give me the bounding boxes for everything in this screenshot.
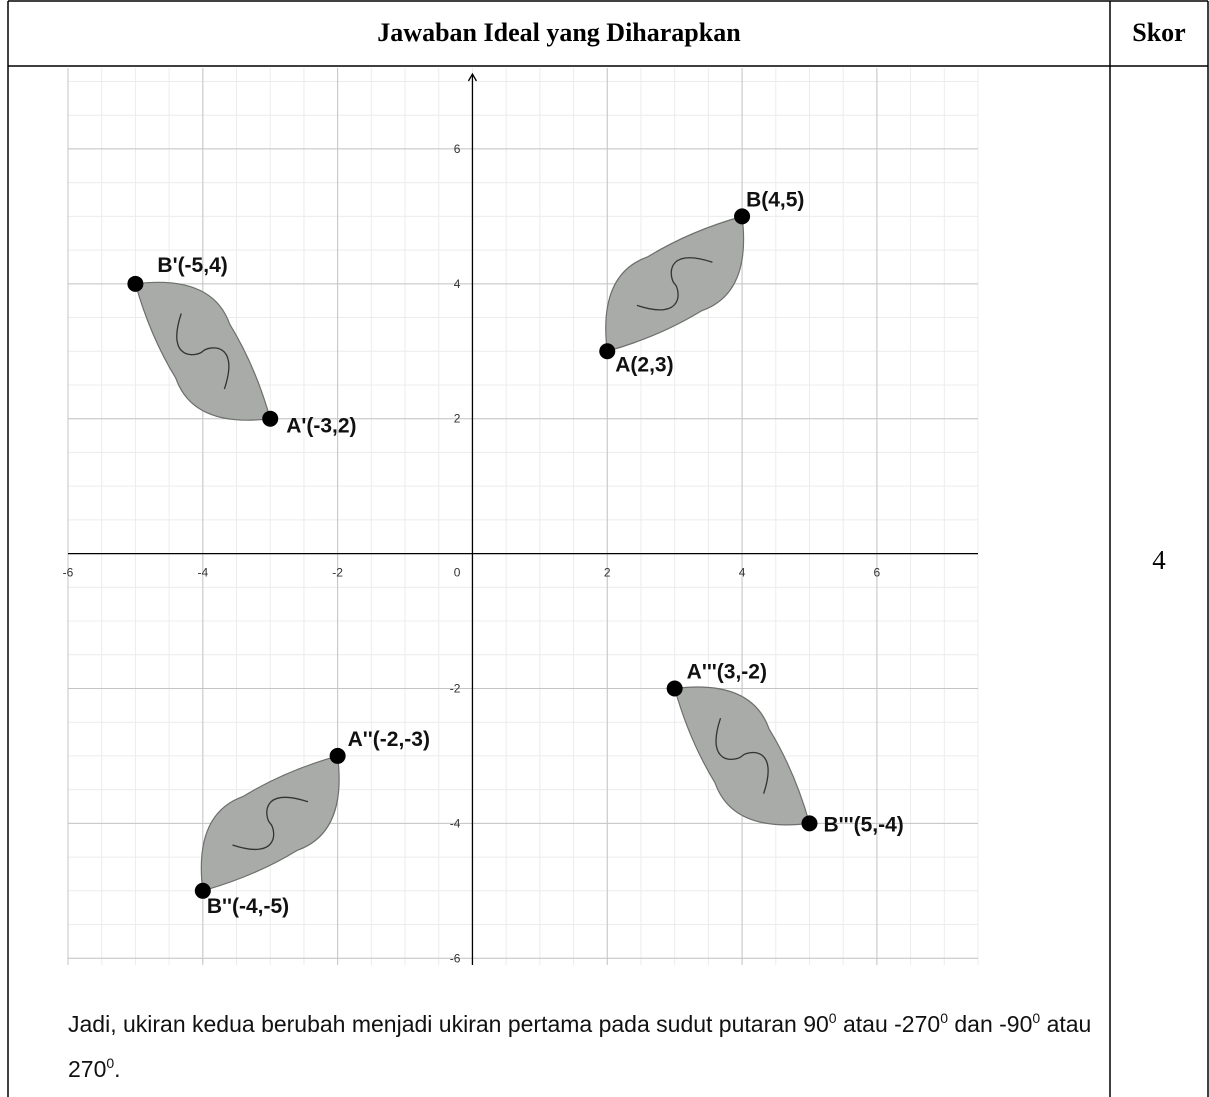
- superscript: 0: [940, 1010, 948, 1026]
- header-cell: Jawaban Ideal yang Diharapkan: [377, 18, 741, 47]
- x-tick-label: -6: [63, 566, 74, 580]
- x-tick-label: 0: [454, 566, 461, 580]
- leaf-carving: [636, 257, 713, 311]
- text-run: .: [114, 1056, 121, 1082]
- point-label: A'(-3,2): [286, 415, 356, 438]
- point-label: B(4,5): [746, 188, 804, 211]
- superscript: 0: [828, 1010, 837, 1026]
- score: 4: [1152, 545, 1166, 575]
- header-cell: Skor: [1132, 18, 1186, 47]
- y-tick-label: 6: [454, 142, 461, 156]
- point: [194, 882, 211, 899]
- x-tick-label: -4: [197, 566, 208, 580]
- conclusion: Jadi, ukiran kedua berubah menjadi ukira…: [68, 1002, 1098, 1092]
- point-label: B''(-4,-5): [207, 895, 289, 918]
- y-tick-label: -4: [450, 816, 461, 830]
- point: [329, 747, 346, 764]
- point-label: A(2,3): [615, 353, 673, 376]
- y-tick-label: 4: [454, 277, 461, 291]
- point: [127, 275, 144, 292]
- point: [599, 343, 616, 360]
- leaf-carving: [232, 796, 309, 851]
- x-tick-label: 4: [739, 566, 746, 580]
- point: [801, 815, 818, 832]
- text-run: atau -270: [836, 1011, 941, 1037]
- superscript: 0: [106, 1055, 115, 1071]
- superscript: 0: [1032, 1010, 1041, 1026]
- point-label: A'''(3,-2): [687, 660, 767, 683]
- text-run: Jadi, ukiran kedua berubah menjadi ukira…: [68, 1011, 829, 1037]
- point: [734, 208, 751, 225]
- leaf-carving: [715, 717, 769, 794]
- point-label: B'(-5,4): [157, 254, 227, 277]
- leaf-carving: [176, 313, 230, 390]
- text-run: dan -90: [947, 1011, 1033, 1037]
- text-run: atau 270: [68, 1011, 1092, 1082]
- point-label: A''(-2,-3): [348, 728, 430, 751]
- y-tick-label: -6: [450, 951, 461, 965]
- y-tick-label: -2: [450, 681, 461, 695]
- x-tick-label: 2: [604, 566, 611, 580]
- point: [666, 680, 683, 697]
- x-tick-label: -2: [332, 566, 343, 580]
- point: [262, 410, 279, 427]
- x-tick-label: 6: [874, 566, 881, 580]
- point-label: B'''(5,-4): [823, 813, 903, 836]
- y-tick-label: 2: [454, 412, 461, 426]
- axis-arrow: [467, 72, 478, 82]
